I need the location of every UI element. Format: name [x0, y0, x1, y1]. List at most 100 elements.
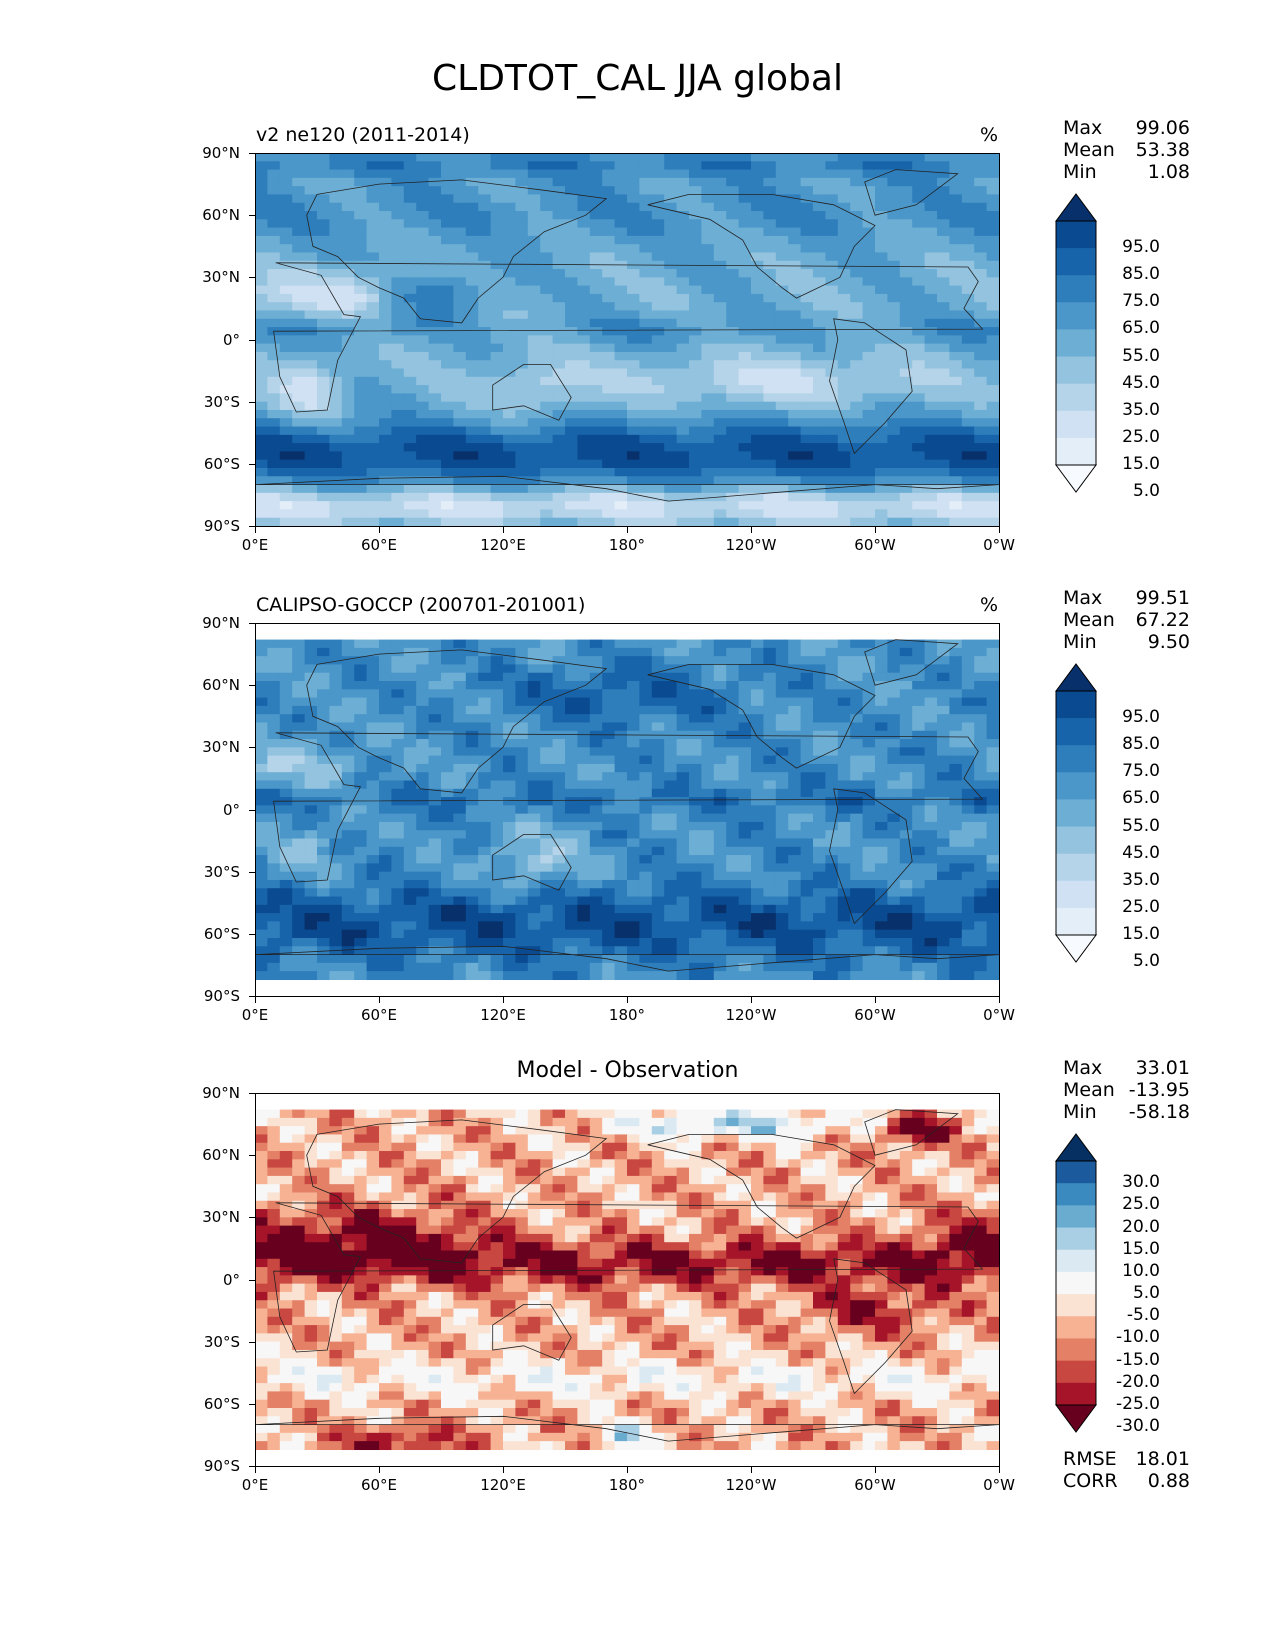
- colorbar-extend-min: [1055, 464, 1097, 493]
- obs-map-cell: [800, 656, 814, 666]
- model-map-cell: [441, 269, 454, 278]
- model-map-cell: [565, 368, 578, 378]
- obs-map-cell: [279, 929, 293, 939]
- model-map-cell: [527, 376, 541, 386]
- model-map-cell: [701, 393, 715, 403]
- model-map-cell: [354, 484, 368, 494]
- model-map-cell: [527, 343, 541, 353]
- obs-map-cell: [813, 855, 826, 864]
- model-map-cell: [937, 517, 950, 526]
- obs-map-cell: [441, 946, 454, 956]
- obs-map-cell: [924, 913, 938, 922]
- model-map-cell: [341, 426, 355, 436]
- model-map-cell: [775, 177, 789, 187]
- obs-map-cell: [738, 830, 752, 840]
- model-map-cell: [800, 277, 814, 287]
- obs-map-cell: [341, 863, 355, 873]
- model-map-cell: [713, 509, 727, 519]
- model-map-cell: [813, 434, 826, 444]
- model-map-cell: [961, 393, 975, 403]
- model-map-cell: [899, 476, 913, 486]
- obs-map-cell: [912, 755, 926, 765]
- obs-map-cell: [577, 929, 591, 939]
- obs-map-cell: [986, 697, 999, 707]
- model-map-cell: [651, 235, 665, 245]
- model-map-cell: [577, 293, 591, 303]
- model-map-cell: [453, 235, 467, 245]
- model-map-cell: [465, 385, 479, 394]
- obs-map-cell: [837, 730, 851, 740]
- model-map-cell: [875, 451, 888, 461]
- obs-map-cell: [738, 714, 752, 724]
- model-map-cell: [602, 393, 616, 403]
- obs-map-cell: [627, 797, 640, 806]
- model-map-cell: [379, 409, 392, 419]
- model-map-cell: [552, 360, 566, 370]
- obs-map-cell: [875, 821, 888, 831]
- obs-map-cell: [751, 805, 764, 815]
- obs-map-cell: [813, 763, 826, 773]
- obs-map-cell: [986, 937, 999, 947]
- obs-map-cell: [465, 722, 479, 732]
- model-map-cell: [403, 343, 417, 353]
- obs-map-cell: [614, 780, 628, 790]
- model-map-cell: [565, 509, 578, 519]
- model-map-cell: [465, 393, 479, 403]
- obs-map-cell: [503, 904, 516, 914]
- model-map-cell: [899, 161, 913, 171]
- model-map-cell: [887, 343, 901, 353]
- model-map-cell: [937, 385, 950, 394]
- obs-map-cell: [552, 946, 566, 956]
- model-map-cell: [304, 277, 318, 287]
- model-map-cell: [403, 293, 417, 303]
- model-map-cell: [304, 169, 318, 179]
- model-map-cell: [862, 484, 876, 494]
- model-map-cell: [701, 385, 715, 394]
- model-map-cell: [887, 302, 901, 312]
- model-map-cell: [837, 517, 851, 526]
- model-map-cell: [490, 385, 504, 394]
- obs-map-cell: [304, 730, 318, 740]
- obs-map-cell: [813, 647, 826, 657]
- model-map-cell: [875, 219, 888, 229]
- model-map-cell: [255, 310, 268, 320]
- model-map-cell: [912, 202, 926, 212]
- model-map-cell: [627, 235, 640, 245]
- obs-map-cell: [416, 946, 430, 956]
- obs-map-cell: [465, 855, 479, 864]
- obs-map-cell: [627, 896, 640, 906]
- model-map-cell: [763, 335, 777, 345]
- obs-map-cell: [490, 681, 504, 690]
- obs-map-cell: [689, 755, 702, 765]
- model-map-cell: [540, 153, 554, 162]
- model-map-cell: [503, 426, 516, 436]
- obs-map-cell: [763, 913, 777, 922]
- model-map-cell: [949, 509, 963, 519]
- obs-map-cell: [986, 846, 999, 856]
- model-map-cell: [751, 186, 764, 196]
- model-map-cell: [292, 492, 306, 502]
- model-map-cell: [676, 360, 690, 370]
- model-map-cell: [899, 293, 913, 303]
- obs-map-cell: [552, 788, 566, 798]
- model-map-cell: [726, 351, 740, 361]
- model-map-cell: [912, 501, 926, 511]
- model-map-cell: [738, 418, 752, 428]
- model-map-cell: [589, 376, 603, 386]
- obs-map-cell: [850, 797, 864, 806]
- obs-map-cell: [614, 639, 628, 649]
- model-map-cell: [664, 252, 678, 262]
- model-map-cell: [441, 335, 454, 345]
- model-map-cell: [614, 476, 628, 486]
- model-map-cell: [949, 327, 963, 336]
- model-map-cell: [924, 509, 938, 519]
- model-map-cell: [788, 153, 802, 162]
- obs-map-cell: [329, 639, 343, 649]
- model-map-cell: [974, 318, 988, 328]
- obs-map-cell: [775, 821, 789, 831]
- model-map-cell: [366, 443, 380, 452]
- obs-map-cell: [850, 722, 864, 732]
- model-map-cell: [751, 310, 764, 320]
- obs-map-cell: [428, 705, 442, 715]
- model-map-cell: [267, 169, 281, 179]
